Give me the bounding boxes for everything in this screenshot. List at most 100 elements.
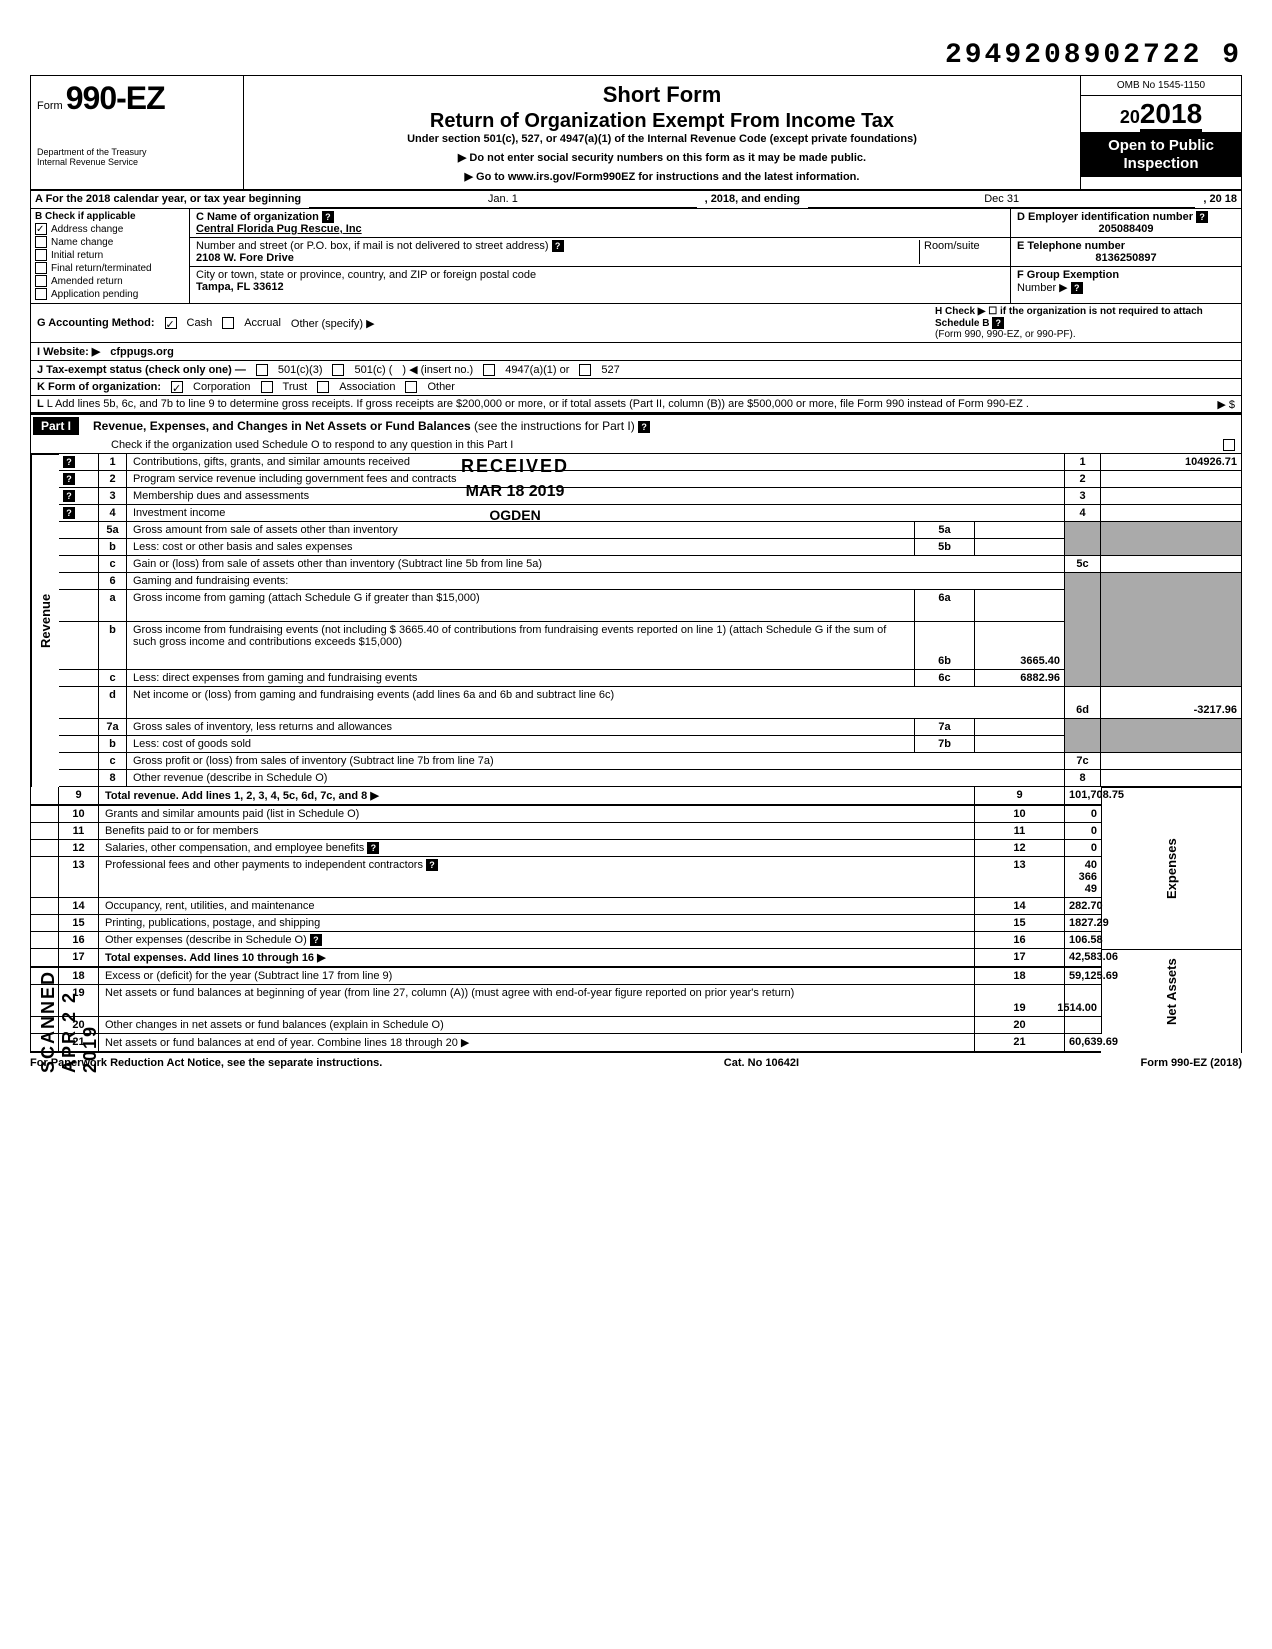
line-4-val[interactable] (1101, 505, 1241, 522)
document-container: 2949208902722 9 Form 990-EZ Department o… (30, 40, 1242, 1073)
checkbox-cash[interactable]: ✓ (165, 317, 177, 329)
checkbox-other-org[interactable] (405, 381, 417, 393)
checkbox-pending[interactable] (35, 288, 47, 300)
line-6d-val[interactable]: -3217.96 (1101, 687, 1241, 719)
line-3-val[interactable] (1101, 488, 1241, 505)
line-5a-desc: Gross amount from sale of assets other t… (127, 522, 915, 539)
line-9-val[interactable]: 101,708.75 (1065, 787, 1101, 806)
checkbox-corporation[interactable]: ✓ (171, 381, 183, 393)
line-7c-val[interactable] (1101, 753, 1241, 770)
checkbox-501c[interactable] (332, 364, 344, 376)
help-icon: ? (63, 507, 75, 519)
line-14-num: 14 (59, 898, 99, 915)
line-14-rn: 14 (975, 898, 1065, 915)
line-6a-sval[interactable] (975, 590, 1065, 622)
line-5c-val[interactable] (1101, 556, 1241, 573)
help-icon: ? (63, 473, 75, 485)
part-i-header: Part I Revenue, Expenses, and Changes in… (30, 413, 1242, 454)
line-13-val[interactable]: 40 366 49 (1065, 857, 1101, 898)
line-19-val[interactable]: 1514.00 (1065, 985, 1101, 1017)
line-21-desc: Net assets or fund balances at end of ye… (99, 1034, 975, 1053)
line-a-mid: , 2018, and ending (701, 191, 804, 208)
help-icon: ? (1071, 282, 1083, 294)
line-7a-sval[interactable] (975, 719, 1065, 736)
street-address[interactable]: 2108 W. Fore Drive (196, 252, 294, 264)
line-5a-sub: 5a (915, 522, 975, 539)
checkbox-527[interactable] (579, 364, 591, 376)
help-icon: ? (322, 211, 334, 223)
phone[interactable]: 8136250897 (1017, 252, 1235, 264)
website[interactable]: cfppugs.org (110, 346, 174, 358)
line-k: K Form of organization: ✓Corporation Tru… (30, 379, 1242, 396)
checkbox-amended[interactable] (35, 275, 47, 287)
line-6a-sub: 6a (915, 590, 975, 622)
line-3-num: 3 (99, 488, 127, 505)
line-21-val[interactable]: 60,639.69 (1065, 1034, 1101, 1053)
line-11-val[interactable]: 0 (1065, 823, 1101, 840)
line-5a-num: 5a (99, 522, 127, 539)
checkbox-address-change[interactable]: ✓ (35, 223, 47, 235)
line-6c-sval[interactable]: 6882.96 (975, 670, 1065, 687)
checkbox-accrual[interactable] (222, 317, 234, 329)
help-icon: ? (992, 317, 1004, 329)
line-15-desc: Printing, publications, postage, and shi… (99, 915, 975, 932)
expenses-side-label: Expenses (1101, 787, 1241, 949)
line-5a-sval[interactable] (975, 522, 1065, 539)
line-10-val[interactable]: 0 (1065, 806, 1101, 823)
line-5c-num: c (99, 556, 127, 573)
netassets-side-label: Net Assets (1101, 949, 1241, 1034)
footer-right: Form 990-EZ (2018) (1141, 1057, 1242, 1069)
checkbox-trust[interactable] (261, 381, 273, 393)
irs-label: Internal Revenue Service (37, 157, 237, 167)
line-12-val[interactable]: 0 (1065, 840, 1101, 857)
l-arrow: ▶ $ (1217, 398, 1235, 411)
line-6-desc: Gaming and fundraising events: (127, 573, 1065, 590)
checkbox-schedule-o[interactable] (1223, 439, 1235, 451)
line-9-num: 9 (59, 787, 99, 806)
line-8-val[interactable] (1101, 770, 1241, 787)
city-state-zip[interactable]: Tampa, FL 33612 (196, 281, 284, 293)
line-17-desc: Total expenses. Add lines 10 through 16 … (99, 949, 975, 968)
line-8-desc: Other revenue (describe in Schedule O) (127, 770, 1065, 787)
line-9-desc: Total revenue. Add lines 1, 2, 3, 4, 5c,… (99, 787, 975, 806)
line-13-rn: 13 (975, 857, 1065, 898)
line-7b-sub: 7b (915, 736, 975, 753)
line-g-h: G Accounting Method: ✓Cash Accrual Other… (30, 304, 1242, 343)
line-17-val[interactable]: 42,583.06 (1065, 949, 1101, 968)
line-7c-desc: Gross profit or (loss) from sales of inv… (127, 753, 1065, 770)
tax-year-end[interactable]: Dec 31 (808, 191, 1195, 208)
line-20-val[interactable] (1065, 1017, 1101, 1034)
checkbox-name-change[interactable] (35, 236, 47, 248)
no-ssn-line: ▶ Do not enter social security numbers o… (254, 151, 1070, 164)
line-14-val[interactable]: 282.70 (1065, 898, 1101, 915)
line-20-desc: Other changes in net assets or fund bala… (99, 1017, 975, 1034)
ein[interactable]: 205088409 (1017, 223, 1235, 235)
i-label: I Website: ▶ (37, 345, 100, 358)
line-18-val[interactable]: 59,125.69 (1065, 968, 1101, 985)
line-15-val[interactable]: 1827.29 (1065, 915, 1101, 932)
checkbox-4947[interactable] (483, 364, 495, 376)
org-name[interactable]: Central Florida Pug Rescue, Inc (196, 223, 362, 235)
line-1-val[interactable]: 104926.71 (1101, 454, 1241, 471)
line-2-val[interactable] (1101, 471, 1241, 488)
line-6a-desc: Gross income from gaming (attach Schedul… (127, 590, 915, 622)
top-doc-number: 2949208902722 9 (30, 40, 1242, 71)
501c3-label: 501(c)(3) (278, 364, 323, 376)
line-5b-sval[interactable] (975, 539, 1065, 556)
line-6c-desc: Less: direct expenses from gaming and fu… (127, 670, 915, 687)
line-1-rn: 1 (1065, 454, 1101, 471)
line-7c-num: c (99, 753, 127, 770)
line-16-val[interactable]: 106.58 (1065, 932, 1101, 949)
line-6d-num: d (99, 687, 127, 719)
line-10-num: 10 (59, 806, 99, 823)
checkbox-501c3[interactable] (256, 364, 268, 376)
line-7b-sval[interactable] (975, 736, 1065, 753)
checkbox-initial-return[interactable] (35, 249, 47, 261)
checkbox-final-return[interactable] (35, 262, 47, 274)
tax-year-begin[interactable]: Jan. 1 (309, 191, 696, 208)
part-i-check-text: Check if the organization used Schedule … (111, 439, 513, 451)
city-label: City or town, state or province, country… (196, 269, 536, 281)
part-i-grid: RECEIVED MAR 18 2019 OGDEN Revenue ? 1 C… (30, 454, 1242, 1053)
line-6b-sval[interactable]: 3665.40 (975, 622, 1065, 670)
checkbox-association[interactable] (317, 381, 329, 393)
